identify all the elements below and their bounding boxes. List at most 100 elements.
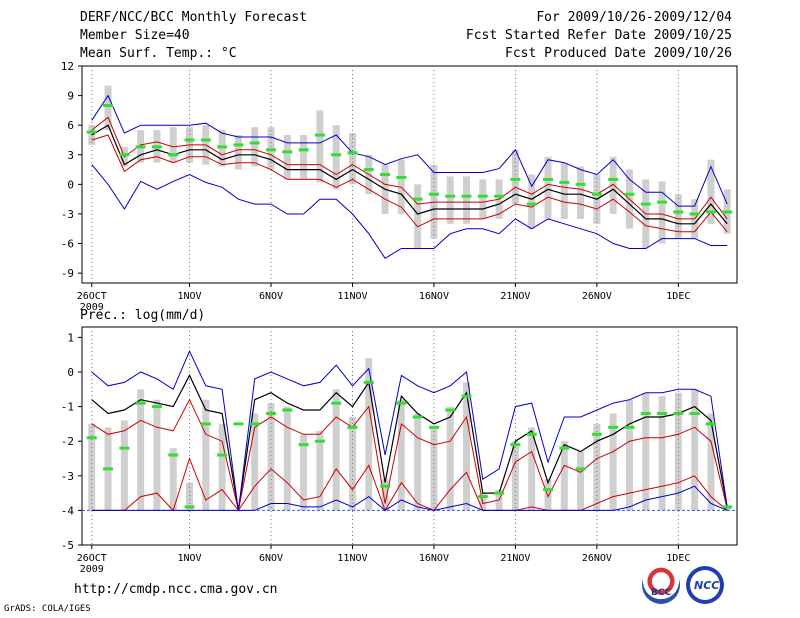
precip-range-bar: [202, 399, 210, 511]
temp-range-bar: [463, 176, 471, 224]
precip-ytick-label: -1: [61, 401, 74, 414]
precip-xtick-label: 26OCT: [77, 553, 107, 564]
precip-range-bar: [528, 427, 536, 511]
precip-lower-outer-line: [91, 485, 728, 512]
precip-xtick-label: 26NOV: [582, 553, 612, 564]
precip-label: Prec.: log(mm/d): [80, 308, 206, 323]
precip-range-bar: [137, 389, 145, 511]
temp-range-bar: [332, 125, 340, 190]
temp-ytick-label: -3: [61, 208, 74, 221]
precip-range-bar: [642, 392, 650, 511]
precip-range-bar: [169, 448, 177, 511]
temp-range-bar: [316, 110, 324, 183]
precip-range-bar: [251, 413, 259, 511]
temp-label: Mean Surf. Temp.: °C: [80, 46, 237, 61]
precip-range-bar: [446, 406, 454, 511]
precip-range-bar: [153, 399, 161, 511]
temp-range-bar: [707, 159, 715, 224]
temp-range-bar: [234, 135, 242, 170]
precip-lower-inner-line: [91, 456, 728, 512]
precip-ytick-label: -5: [61, 539, 74, 552]
precip-upper-inner-line: [91, 398, 728, 511]
precip-range-bar: [544, 479, 552, 511]
precip-ensemble-mean-line: [91, 374, 728, 511]
temp-range-bar: [88, 125, 96, 145]
ncc-logo-text: NCC: [694, 579, 720, 592]
precip-ytick-label: -3: [61, 470, 74, 483]
temp-ytick-label: 3: [67, 149, 74, 162]
precip-range-bar: [218, 423, 226, 511]
precip-xtick-label: 11NOV: [337, 553, 367, 564]
bcc-logo-text: BCC: [651, 588, 672, 598]
precip-range-bar: [691, 389, 699, 511]
precip-range-bar: [316, 430, 324, 511]
temp-upper-outer-line: [91, 94, 728, 207]
precip-range-bar: [120, 420, 128, 511]
temp-xtick-label: 26NOV: [582, 291, 612, 302]
website-url[interactable]: http://cmdp.ncc.cma.gov.cn: [74, 582, 278, 597]
temp-xtick-label: 26OCT: [77, 291, 107, 302]
precip-xtick-label: 21NOV: [500, 553, 530, 564]
temp-xtick-label: 1DEC: [666, 291, 690, 302]
temp-range-bar: [446, 176, 454, 224]
temp-xtick-label: 16NOV: [419, 291, 449, 302]
precip-range-bar: [365, 358, 373, 511]
temp-ytick-label: 9: [67, 90, 74, 103]
chart-title: DERF/NCC/BCC Monthly Forecast: [80, 10, 307, 25]
temp-range-bar: [560, 162, 568, 219]
temp-lower-outer-line: [91, 164, 728, 259]
precip-ytick-label: -2: [61, 435, 74, 448]
precip-range-bar: [381, 479, 389, 511]
temp-upper-inner-line: [91, 116, 728, 220]
forecast-produced-date: Fcst Produced Date 2009/10/26: [505, 46, 732, 61]
precip-range-bar: [283, 406, 291, 511]
temp-ensemble-mean-line: [91, 124, 728, 225]
precip-range-bar: [397, 399, 405, 511]
ncc-logo: NCC: [686, 566, 724, 604]
temp-ytick-label: -6: [61, 238, 74, 251]
temp-range-bar: [658, 181, 666, 244]
precip-ytick-label: -4: [61, 504, 75, 517]
temp-frame: [81, 65, 738, 284]
precip-range-bar: [658, 396, 666, 511]
temp-xtick-label: 1NOV: [177, 291, 201, 302]
temp-range-bar: [544, 156, 552, 219]
temp-range-bar: [169, 127, 177, 163]
precip-xtick-label: 1DEC: [666, 553, 690, 564]
precip-upper-outer-line: [91, 349, 728, 511]
precip-range-bar: [414, 413, 422, 511]
temp-ytick-label: 12: [61, 60, 74, 73]
temp-range-bar: [283, 135, 291, 180]
precip-year-label: 2009: [80, 564, 104, 575]
precip-range-bar: [430, 427, 438, 511]
temp-range-bar: [511, 149, 519, 205]
temp-xtick-label: 11NOV: [337, 291, 367, 302]
grads-credit: GrADS: COLA/IGES: [4, 604, 91, 614]
temp-xtick-label: 6NOV: [259, 291, 283, 302]
precip-range-bar: [609, 413, 617, 511]
temp-range-bar: [300, 135, 308, 180]
precip-range-bar: [332, 389, 340, 511]
temp-ytick-label: 0: [67, 178, 74, 191]
forecast-start-date: Fcst Started Refer Date 2009/10/25: [465, 28, 732, 43]
temp-ytick-label: 6: [67, 119, 74, 132]
temp-ytick-label: -9: [61, 267, 74, 280]
precip-range-bar: [300, 434, 308, 511]
precip-frame: [81, 326, 738, 546]
precip-range-bar: [463, 382, 471, 511]
precip-range-bar: [186, 482, 194, 511]
temp-lower-inner-line: [91, 134, 728, 233]
temp-range-bar: [251, 127, 259, 167]
precip-ytick-label: 0: [67, 366, 74, 379]
temp-range-bar: [674, 194, 682, 239]
temp-range-bar: [528, 174, 536, 229]
temp-range-bar: [609, 156, 617, 214]
precip-ytick-label: 1: [67, 331, 74, 344]
bcc-logo: BCC: [642, 566, 680, 604]
temp-range-bar: [104, 85, 112, 131]
temp-year-label: 2009: [80, 302, 104, 313]
precip-xtick-label: 6NOV: [259, 553, 283, 564]
